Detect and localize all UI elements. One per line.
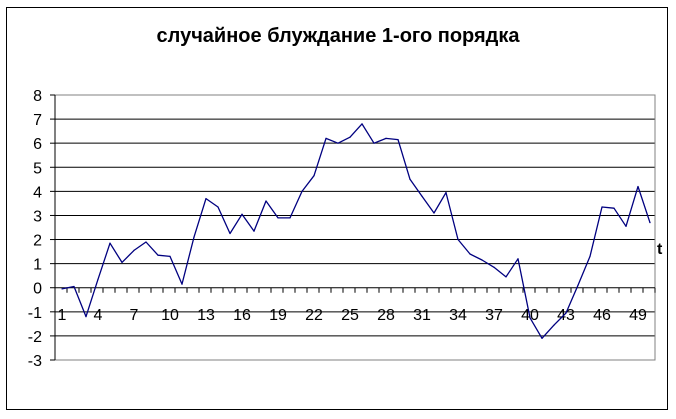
x-tick-label: 13 <box>197 307 215 324</box>
data-point <box>349 136 351 138</box>
data-point <box>97 278 99 280</box>
x-tick-label: 4 <box>94 307 103 324</box>
x-tick-label: 34 <box>449 307 467 324</box>
data-point <box>301 190 303 192</box>
data-point <box>217 206 219 208</box>
x-tick-label: 43 <box>557 307 575 324</box>
y-tick-label: -2 <box>28 329 42 346</box>
axes <box>50 94 656 361</box>
data-point <box>313 175 315 177</box>
series <box>61 123 651 339</box>
data-point <box>241 213 243 215</box>
x-tick-label: 25 <box>341 307 359 324</box>
data-point <box>121 261 123 264</box>
data-point <box>157 254 159 256</box>
x-tick-label: 46 <box>593 307 611 324</box>
data-point <box>613 207 615 209</box>
y-tick-label: 5 <box>33 160 42 177</box>
data-point <box>373 142 375 144</box>
y-tick-label: 3 <box>33 208 42 225</box>
data-point <box>145 241 147 243</box>
x-tick-label: 49 <box>629 307 647 324</box>
x-tick-label: 19 <box>269 307 287 324</box>
data-point <box>397 138 399 141</box>
x-tick-label: 1 <box>58 307 67 324</box>
x-tick-label: 7 <box>130 307 139 324</box>
data-point <box>517 258 519 260</box>
data-point <box>229 232 231 235</box>
y-tick-label: -3 <box>28 353 42 370</box>
data-point <box>421 195 423 197</box>
y-tick-label: 8 <box>33 88 42 105</box>
data-point <box>601 206 603 208</box>
data-point <box>457 238 459 241</box>
data-point <box>493 266 495 268</box>
data-point <box>445 191 447 194</box>
x-tick-label: 28 <box>377 307 395 324</box>
data-point <box>325 137 327 139</box>
data-point <box>385 137 387 139</box>
data-point <box>625 225 627 227</box>
y-tick-label: -1 <box>28 305 42 322</box>
data-point <box>553 324 555 326</box>
y-tick-label: 7 <box>33 112 42 129</box>
y-tick-label: 6 <box>33 136 42 153</box>
x-tick-label: 37 <box>485 307 503 324</box>
data-point <box>289 217 291 219</box>
data-point <box>73 285 75 288</box>
data-point <box>409 178 411 180</box>
data-point <box>169 255 171 258</box>
data-point <box>193 236 195 238</box>
data-point <box>109 242 111 244</box>
data-point <box>61 288 63 290</box>
x-tick-labels: 1 4 7 10 13 16 19 22 25 28 31 34 37 40 43 46 49 <box>58 307 647 324</box>
data-point <box>637 185 639 188</box>
data-point <box>337 142 339 144</box>
series-line-0 <box>61 123 651 339</box>
data-point <box>265 200 267 202</box>
data-point <box>469 253 471 255</box>
chart-frame <box>6 7 668 410</box>
data-point <box>541 337 543 339</box>
data-point <box>649 222 651 224</box>
data-point <box>433 212 435 214</box>
data-point <box>481 259 483 261</box>
data-point <box>361 123 363 125</box>
x-tick-label: 31 <box>413 307 431 324</box>
data-point <box>529 317 531 319</box>
x-tick-label: 16 <box>233 307 251 324</box>
chart-title: случайное блуждание 1-ого порядка <box>157 25 521 47</box>
data-point <box>253 230 255 232</box>
data-point <box>205 197 207 200</box>
data-point <box>277 217 279 219</box>
y-tick-label: 2 <box>33 233 42 250</box>
data-point <box>505 276 507 278</box>
data-point <box>85 316 87 318</box>
y-tick-label: 0 <box>33 281 42 298</box>
data-point <box>133 249 135 251</box>
data-point <box>589 255 591 258</box>
y-tick-labels: 8 7 6 5 4 3 2 1 0 -1 -2 -3 <box>28 88 42 370</box>
y-tick-label: 4 <box>33 184 42 201</box>
x-tick-label: 22 <box>305 307 323 324</box>
data-point <box>577 284 579 286</box>
x-tick-label: 10 <box>161 307 179 324</box>
y-tick-label: 1 <box>33 257 42 274</box>
x-axis-label: t <box>657 241 663 258</box>
data-point <box>565 312 567 314</box>
data-point <box>181 283 183 285</box>
